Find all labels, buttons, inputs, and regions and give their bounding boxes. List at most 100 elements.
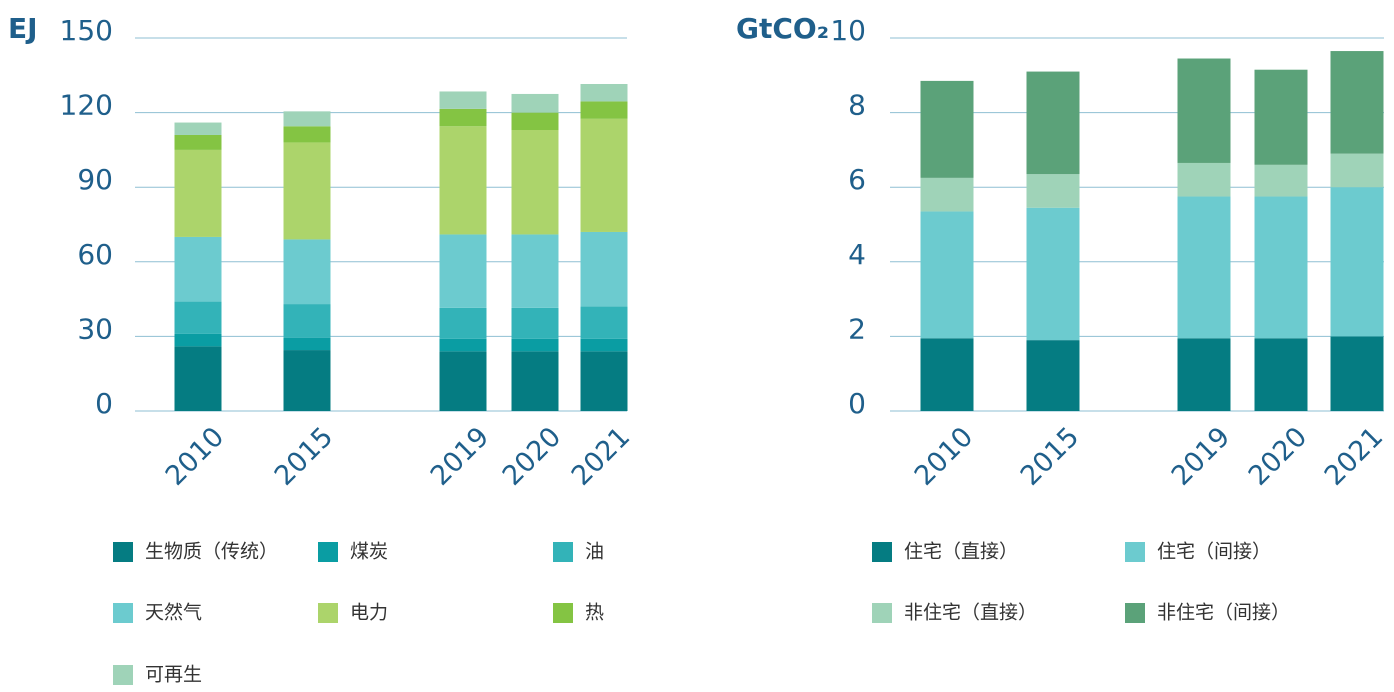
- bar-segment: [439, 351, 487, 411]
- y-tick-label: 0: [848, 387, 866, 420]
- bar-segment: [1177, 338, 1231, 411]
- y-tick-label: 120: [60, 89, 113, 122]
- bar-segment: [174, 134, 222, 150]
- bar-segment: [511, 338, 559, 352]
- bar-segment: [439, 108, 487, 127]
- x-tick-label: 2021: [1319, 421, 1390, 492]
- x-tick-label: 2019: [1166, 421, 1237, 492]
- bar-segment: [580, 338, 628, 352]
- bar-segment: [174, 333, 222, 347]
- legend-label: 可再生: [145, 664, 202, 686]
- bar-segment: [283, 304, 331, 338]
- bar-segment: [439, 338, 487, 352]
- bar-segment: [1254, 69, 1308, 165]
- bar-segment: [174, 149, 222, 237]
- y-tick-label: 6: [848, 163, 866, 196]
- bar-segment: [1330, 336, 1384, 411]
- legend-swatch: [872, 603, 892, 623]
- legend-swatch: [1125, 603, 1145, 623]
- bar-segment: [1026, 71, 1080, 175]
- y-axis-label: GtCO₂: [736, 12, 829, 45]
- x-tick-label: 2020: [1243, 421, 1314, 492]
- legend-label: 煤炭: [350, 541, 388, 563]
- y-tick-label: 60: [77, 238, 113, 271]
- bar-segment: [174, 301, 222, 334]
- legend-label: 非住宅（间接）: [1157, 602, 1290, 624]
- bar-segment: [1026, 340, 1080, 411]
- bar-segment: [174, 122, 222, 135]
- y-tick-label: 150: [60, 14, 113, 47]
- bar-segment: [1330, 51, 1384, 154]
- bar-segment: [439, 234, 487, 308]
- legend-swatch: [113, 603, 133, 623]
- y-tick-label: 4: [848, 238, 866, 271]
- bar-segment: [283, 337, 331, 351]
- x-tick-label: 2010: [160, 421, 231, 492]
- bar-segment: [580, 101, 628, 119]
- bar-segment: [1026, 207, 1080, 341]
- y-tick-label: 10: [830, 14, 866, 47]
- bar-segment: [580, 84, 628, 102]
- x-tick-label: 2020: [497, 421, 568, 492]
- y-tick-label: 2: [848, 312, 866, 345]
- bar-segment: [1177, 162, 1231, 197]
- y-tick-label: 0: [95, 387, 113, 420]
- x-tick-label: 2015: [1015, 421, 1086, 492]
- bar-segment: [511, 234, 559, 308]
- bar-segment: [1177, 196, 1231, 339]
- bar-segment: [1026, 174, 1080, 208]
- legend-label: 天然气: [145, 602, 202, 624]
- legend-swatch: [553, 542, 573, 562]
- y-tick-label: 90: [77, 163, 113, 196]
- x-tick-label: 2010: [909, 421, 980, 492]
- legend-swatch: [872, 542, 892, 562]
- legend-label: 住宅（直接）: [904, 541, 1018, 563]
- bar-segment: [1177, 58, 1231, 163]
- y-axis-label: EJ: [8, 12, 38, 45]
- bar-segment: [511, 112, 559, 131]
- x-tick-label: 2015: [269, 421, 340, 492]
- bar-segment: [920, 211, 974, 339]
- x-tick-label: 2021: [566, 421, 637, 492]
- bar-segment: [1254, 196, 1308, 339]
- legend-label: 电力: [350, 602, 388, 624]
- bar-segment: [511, 93, 559, 113]
- x-tick-label: 2019: [425, 421, 496, 492]
- bar-segment: [920, 177, 974, 212]
- bar-segment: [511, 307, 559, 339]
- bar-segment: [1254, 164, 1308, 197]
- bar-segment: [439, 126, 487, 235]
- legend-swatch: [113, 665, 133, 685]
- bar-segment: [283, 126, 331, 143]
- y-tick-label: 8: [848, 89, 866, 122]
- legend-label: 住宅（间接）: [1157, 541, 1271, 563]
- legend-label: 生物质（传统）: [145, 541, 278, 563]
- legend-swatch: [318, 603, 338, 623]
- bar-segment: [1330, 187, 1384, 337]
- bar-segment: [580, 231, 628, 307]
- bar-segment: [920, 80, 974, 178]
- bar-segment: [283, 111, 331, 127]
- bar-segment: [511, 351, 559, 411]
- bar-segment: [174, 236, 222, 302]
- bar-segment: [511, 130, 559, 235]
- legend-swatch: [553, 603, 573, 623]
- legend-swatch: [318, 542, 338, 562]
- bar-segment: [283, 239, 331, 305]
- legend-label: 热: [585, 602, 604, 624]
- bar-segment: [283, 142, 331, 240]
- legend-swatch: [1125, 542, 1145, 562]
- bar-segment: [439, 307, 487, 339]
- legend-swatch: [113, 542, 133, 562]
- bar-segment: [580, 118, 628, 232]
- bar-segment: [283, 350, 331, 411]
- bar-segment: [174, 346, 222, 411]
- legend-label: 油: [585, 541, 604, 563]
- bar-segment: [580, 306, 628, 339]
- bar-segment: [1330, 153, 1384, 188]
- legend-label: 非住宅（直接）: [904, 602, 1037, 624]
- bar-segment: [580, 351, 628, 411]
- bar-segment: [439, 91, 487, 109]
- bar-segment: [1254, 338, 1308, 411]
